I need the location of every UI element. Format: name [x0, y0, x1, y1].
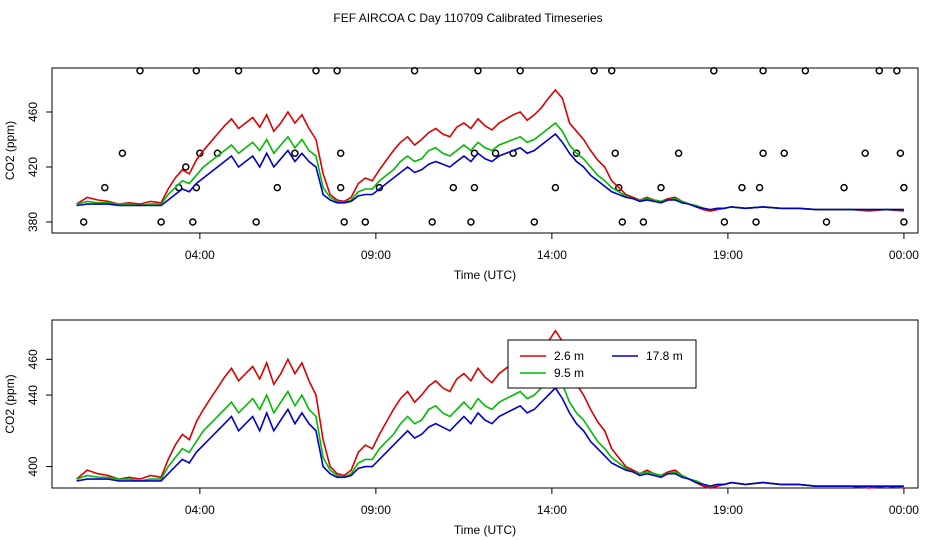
- flag-marker: [780, 149, 788, 157]
- flag-marker: [234, 67, 243, 75]
- flag-marker: [410, 67, 419, 75]
- flag-marker: [516, 67, 524, 75]
- series-line-9-5-m: [76, 121, 904, 211]
- y-tick-label: 460: [26, 102, 40, 122]
- flag-marker: [618, 218, 627, 226]
- flag-marker: [491, 149, 500, 157]
- bottom-panel-y-axis: 400 440 460: [26, 349, 52, 477]
- flag-marker: [759, 67, 767, 75]
- x-tick-label: 19:00: [713, 503, 743, 517]
- bottom-panel-x-axis: 04:00 09:00 14:00 19:00 00:00: [185, 488, 919, 517]
- top-panel-x-axis: 04:00 09:00 14:00 19:00 00:00: [185, 233, 919, 262]
- x-tick-label: 04:00: [185, 248, 215, 262]
- series-line-9-5-m: [76, 372, 904, 488]
- legend: 2.6 m 9.5 m 17.8 m: [507, 339, 697, 389]
- flag-marker: [361, 218, 370, 226]
- flag-marker: [840, 183, 848, 192]
- x-tick-label: 00:00: [889, 248, 919, 262]
- x-tick-label: 14:00: [537, 248, 567, 262]
- flag-marker: [340, 218, 348, 226]
- flag-marker: [607, 67, 616, 75]
- series-line-17-8-m: [76, 386, 904, 488]
- x-tick-label: 04:00: [185, 503, 215, 517]
- flag-marker: [720, 218, 729, 226]
- top-panel-x-label: Time (UTC): [454, 268, 516, 282]
- flag-marker: [79, 218, 88, 226]
- top-panel: 380 420 460 04:00 09:00 14:00 19:00 00:00 Time…: [3, 67, 919, 282]
- y-tick-label: 460: [26, 349, 40, 369]
- flag-marker: [157, 218, 165, 226]
- bottom-panel-y-label: CO2 (ppm): [3, 374, 17, 433]
- flag-marker: [674, 149, 683, 157]
- y-tick-label: 440: [26, 385, 40, 405]
- flag-marker: [738, 183, 746, 192]
- flag-marker: [530, 218, 539, 226]
- flag-marker: [470, 183, 479, 192]
- flag-marker: [192, 67, 201, 75]
- top-panel-series-lines: [76, 88, 904, 212]
- flag-marker: [893, 67, 901, 75]
- flag-marker: [273, 183, 282, 192]
- flag-marker: [551, 183, 560, 192]
- x-tick-label: 09:00: [361, 503, 391, 517]
- flag-marker: [336, 183, 345, 192]
- flag-marker: [590, 67, 598, 75]
- flag-marker: [611, 149, 620, 157]
- flag-marker: [875, 67, 884, 75]
- flag-marker: [336, 149, 345, 157]
- top-panel-flag-markers: [79, 67, 908, 226]
- legend-label: 2.6 m: [554, 349, 584, 363]
- flag-marker: [467, 218, 475, 226]
- flag-marker: [801, 67, 810, 75]
- flag-marker: [822, 218, 831, 226]
- flag-marker: [639, 218, 648, 226]
- flag-marker: [900, 218, 908, 226]
- top-panel-frame: [51, 67, 919, 234]
- flag-marker: [572, 149, 581, 157]
- flag-marker: [291, 149, 299, 157]
- series-line-17-8-m: [76, 132, 904, 211]
- top-panel-y-label: CO2 (ppm): [3, 121, 17, 180]
- figure-title: FEF AIRCOA C Day 110709 Calibrated Times…: [333, 11, 602, 25]
- y-tick-label: 400: [26, 456, 40, 476]
- flag-marker: [189, 218, 197, 226]
- flag-marker: [657, 183, 665, 192]
- flag-marker: [101, 183, 109, 192]
- flag-marker: [759, 149, 767, 157]
- flag-marker: [710, 67, 718, 75]
- flag-marker: [428, 218, 436, 226]
- flag-marker: [474, 67, 482, 75]
- top-panel-y-axis: 380 420 460: [26, 102, 52, 232]
- flag-marker: [896, 149, 905, 157]
- flag-marker: [182, 163, 190, 171]
- flag-marker: [752, 218, 760, 226]
- y-tick-label: 380: [26, 212, 40, 232]
- flag-marker: [118, 149, 127, 157]
- bottom-panel-frame: [51, 319, 919, 489]
- flag-marker: [755, 183, 764, 192]
- flag-marker: [861, 149, 869, 157]
- legend-label: 17.8 m: [646, 349, 683, 363]
- flag-marker: [136, 67, 144, 75]
- x-tick-label: 09:00: [361, 248, 391, 262]
- bottom-panel: 400 440 460 04:00 09:00 14:00 19:00 00:00 Time…: [3, 319, 919, 537]
- x-tick-label: 19:00: [713, 248, 743, 262]
- flag-marker: [900, 183, 908, 192]
- bottom-panel-x-label: Time (UTC): [454, 523, 516, 537]
- legend-label: 9.5 m: [554, 366, 584, 380]
- flag-marker: [312, 67, 320, 75]
- bottom-panel-series-lines: [76, 329, 904, 489]
- flag-marker: [615, 183, 623, 192]
- flag-marker: [333, 67, 341, 75]
- legend-box: [507, 339, 697, 389]
- y-tick-label: 420: [26, 157, 40, 177]
- x-tick-label: 00:00: [889, 503, 919, 517]
- x-tick-label: 14:00: [537, 503, 567, 517]
- flag-marker: [252, 218, 260, 226]
- flag-marker: [449, 183, 458, 192]
